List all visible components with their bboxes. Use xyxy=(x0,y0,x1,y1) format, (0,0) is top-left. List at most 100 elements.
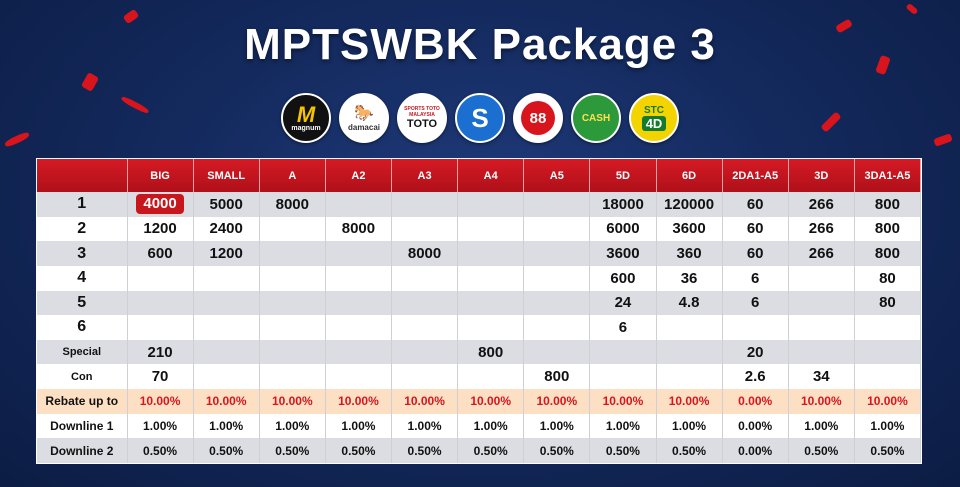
table-row: Special 210 800 20 xyxy=(37,339,922,365)
table-cell xyxy=(259,241,326,266)
table-cell: 0.50% xyxy=(391,438,459,463)
row-label: Downline 2 xyxy=(37,438,128,463)
row-label: 2 xyxy=(37,216,128,242)
table-row: 5 24 4.8 6 80 xyxy=(37,290,922,316)
row-label: Rebate up to xyxy=(37,389,128,414)
table-cell xyxy=(523,315,591,340)
table-cell xyxy=(523,265,591,291)
table-cell: 800 xyxy=(854,216,922,242)
table-cell xyxy=(523,241,591,266)
table-row: Con 70 800 2.6 34 xyxy=(37,364,922,389)
table-cell xyxy=(457,290,525,316)
table-cell: 80 xyxy=(854,265,922,291)
table-cell xyxy=(259,216,326,242)
table-cell: 600 xyxy=(589,265,657,291)
table-row: 3 600 1200 8000 3600 360 60 266 800 xyxy=(37,241,922,266)
table-cell: 0.50% xyxy=(325,438,393,463)
table-cell xyxy=(127,265,194,291)
table-cell xyxy=(656,339,723,365)
table-cell xyxy=(589,339,657,365)
column-header: 3DA1-A5 xyxy=(854,159,922,192)
table-cell: 10.00% xyxy=(457,389,525,414)
table-cell xyxy=(589,364,657,389)
table-cell: 0.00% xyxy=(722,438,789,463)
table-cell xyxy=(325,241,393,266)
table-header-row: BIG SMALL A A2 A3 A4 A5 5D 6D 2DA1-A5 3D 3DA1-A5 xyxy=(37,159,922,192)
table-cell: 6 xyxy=(589,315,657,340)
table-cell: 0.50% xyxy=(788,438,855,463)
table-cell xyxy=(457,241,525,266)
table-cell: 34 xyxy=(788,364,855,389)
table-cell: 2400 xyxy=(193,216,260,242)
table-cell: 36 xyxy=(656,265,723,291)
table-cell: 1.00% xyxy=(788,413,855,439)
table-cell xyxy=(457,315,525,340)
column-header: 6D xyxy=(656,159,723,192)
table-cell xyxy=(325,290,393,316)
table-cell xyxy=(656,364,723,389)
table-cell: 10.00% xyxy=(193,389,260,414)
table-cell: 360 xyxy=(656,241,723,266)
column-header: A2 xyxy=(325,159,393,192)
table-cell: 24 xyxy=(589,290,657,316)
table-cell: 1.00% xyxy=(589,413,657,439)
column-header: 5D xyxy=(589,159,657,192)
table-cell: 3600 xyxy=(656,216,723,242)
table-cell: 6 xyxy=(722,265,789,291)
table-cell xyxy=(788,265,855,291)
damacai-logo: 🐎 damacai xyxy=(339,93,389,143)
row-label: Con xyxy=(37,364,128,389)
table-cell: 0.50% xyxy=(259,438,326,463)
table-cell: 600 xyxy=(127,241,194,266)
table-cell xyxy=(457,192,525,217)
table-cell: 8000 xyxy=(259,192,326,217)
table-cell xyxy=(193,290,260,316)
page-title: MPTSWBK Package 3 xyxy=(244,20,716,69)
table-cell xyxy=(325,364,393,389)
table-cell: 8000 xyxy=(391,241,459,266)
table-cell xyxy=(193,364,260,389)
table-cell: 6 xyxy=(722,290,789,316)
table-cell xyxy=(391,192,459,217)
table-cell xyxy=(854,315,922,340)
table-cell xyxy=(259,315,326,340)
table-cell: 0.00% xyxy=(722,413,789,439)
table-row: 2 1200 2400 8000 6000 3600 60 266 800 xyxy=(37,216,922,242)
column-header: A5 xyxy=(523,159,591,192)
table-cell: 1.00% xyxy=(259,413,326,439)
table-cell xyxy=(391,364,459,389)
column-header: 3D xyxy=(788,159,855,192)
table-cell: 10.00% xyxy=(788,389,855,414)
table-cell: 1.00% xyxy=(523,413,591,439)
table-cell: 1.00% xyxy=(193,413,260,439)
table-cell xyxy=(391,339,459,365)
table-cell xyxy=(788,339,855,365)
table-cell: 266 xyxy=(788,192,855,217)
table-cell xyxy=(259,364,326,389)
stc-4d-logo: STC 4D xyxy=(629,93,679,143)
table-cell: 120000 xyxy=(656,192,723,217)
table-cell: 10.00% xyxy=(259,389,326,414)
column-header: 2DA1-A5 xyxy=(722,159,789,192)
table-cell: 10.00% xyxy=(391,389,459,414)
row-label: 6 xyxy=(37,315,128,340)
table-cell: 800 xyxy=(457,339,525,365)
table-cell: 800 xyxy=(854,241,922,266)
table-cell: 8000 xyxy=(325,216,393,242)
table-cell: 10.00% xyxy=(589,389,657,414)
table-cell xyxy=(523,216,591,242)
table-cell: 800 xyxy=(523,364,591,389)
row-label: 4 xyxy=(37,265,128,291)
table-cell: 60 xyxy=(722,216,789,242)
table-cell xyxy=(391,216,459,242)
table-cell: 60 xyxy=(722,241,789,266)
sportstoto-logo: SPORTS TOTO MALAYSIA TOTO xyxy=(397,93,447,143)
table-cell: 20 xyxy=(722,339,789,365)
table-cell xyxy=(325,192,393,217)
table-cell: 1.00% xyxy=(391,413,459,439)
table-cell xyxy=(193,339,260,365)
singapore-pools-logo: S xyxy=(455,93,505,143)
table-cell xyxy=(325,339,393,365)
